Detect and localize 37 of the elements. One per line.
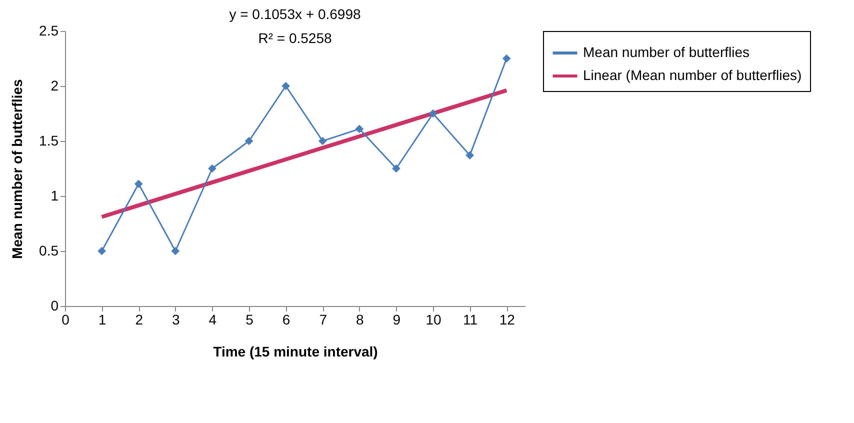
text: y = 0.1053x + 0.6998 — [229, 6, 361, 22]
point — [502, 54, 511, 63]
point — [98, 246, 106, 256]
point — [466, 151, 474, 160]
y-tick-label: 1.5 — [39, 132, 59, 148]
x-tick-label: 12 — [499, 312, 516, 328]
y-tick-label: 2 — [50, 78, 59, 94]
point — [208, 164, 216, 173]
x-tick-label: 0 — [62, 312, 70, 328]
x-tick-label: 1 — [98, 312, 106, 328]
annotation: R² = 0.5258 — [258, 30, 332, 46]
x-tick-label: 5 — [246, 312, 254, 328]
point — [428, 109, 438, 118]
point — [392, 164, 400, 173]
x-tick-label: 2 — [135, 312, 144, 328]
point — [318, 136, 327, 146]
x-tick-label: 4 — [208, 312, 217, 328]
x-tick-label: 6 — [282, 312, 290, 328]
y-axis-title: Mean number of butterflies — [9, 78, 26, 259]
legend-label: Mean number of butterflies — [583, 44, 750, 60]
x-tick-label: 7 — [319, 312, 328, 328]
legend-label: Linear (Mean number of butterflies) — [583, 67, 802, 83]
point — [171, 246, 180, 256]
y-tick-label: 2.5 — [39, 22, 59, 38]
y-tick-label: 0 — [50, 298, 59, 314]
x-tick-label: 3 — [172, 312, 180, 328]
point — [244, 136, 254, 146]
x-axis-title: Time (15 minute interval) — [213, 344, 378, 360]
x-tick-label: 8 — [356, 312, 364, 328]
point — [282, 82, 290, 90]
y-tick-label: 0.5 — [39, 242, 59, 258]
point — [355, 124, 364, 134]
x-tick-label: 9 — [392, 312, 401, 328]
x-tick-label: 11 — [463, 312, 478, 328]
y-tick-label: 1 — [50, 188, 59, 204]
point — [134, 180, 143, 188]
x-tick-label: 10 — [426, 312, 442, 328]
